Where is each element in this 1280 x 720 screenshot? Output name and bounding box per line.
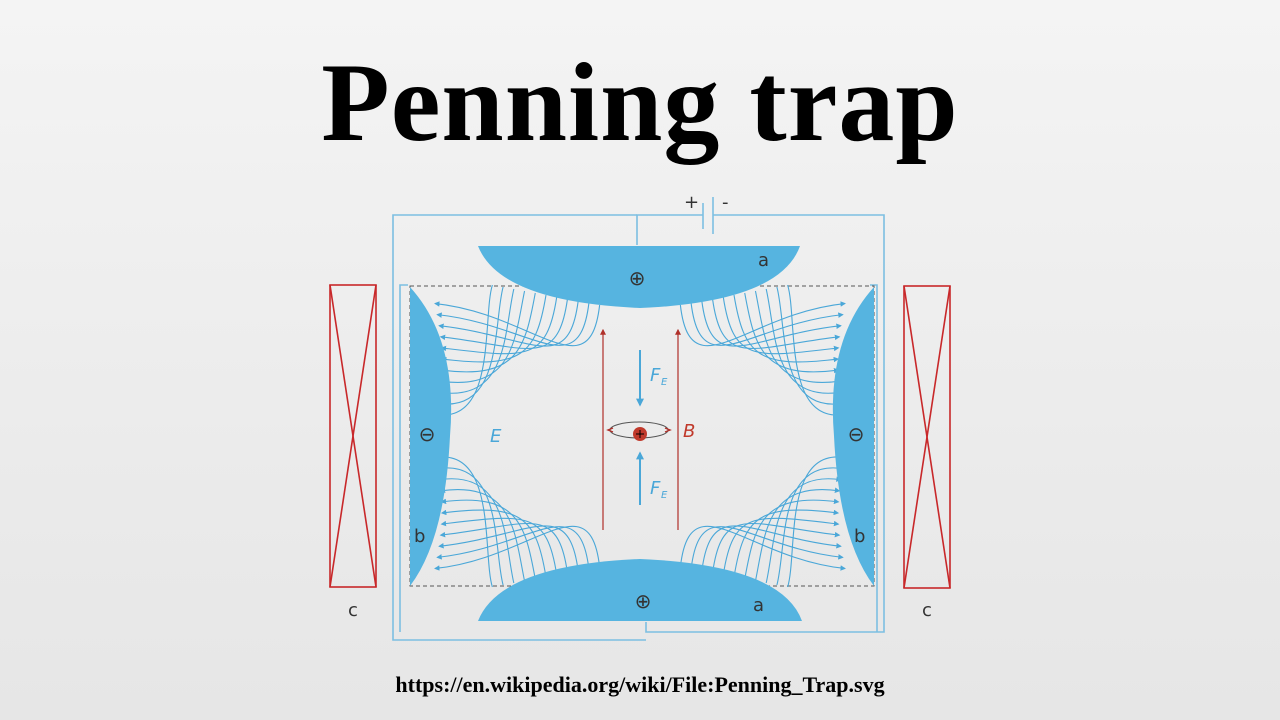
endcap-bottom-charge-symbol: ⊕ [635, 589, 652, 613]
field-line [440, 498, 536, 580]
field-line [436, 302, 590, 346]
endcap-bottom-label: a [753, 595, 764, 616]
field-line [440, 509, 547, 578]
endcap-top-label: a [758, 250, 769, 271]
field-line [754, 290, 841, 385]
ring-right-charge-symbol: ⊖ [848, 422, 865, 446]
source-url: https://en.wikipedia.org/wiki/File:Penni… [395, 672, 885, 697]
electric-field-lines [434, 284, 846, 588]
endcap-electrode-bottom [478, 559, 802, 621]
page-title: Penning trap [321, 41, 959, 165]
electric-field-label: E [490, 426, 502, 447]
endcap-electrode-top [478, 246, 800, 308]
field-line [776, 286, 844, 407]
field-line [434, 284, 493, 418]
field-line [701, 300, 842, 347]
field-line [436, 526, 590, 570]
field-line [439, 290, 526, 385]
ring-electrode-left [410, 287, 452, 586]
field-line [701, 525, 842, 572]
field-line [754, 487, 841, 582]
ring-right-label: b [854, 526, 865, 547]
field-line [438, 288, 515, 396]
field-line [440, 296, 558, 355]
force-label-bottom: F E [650, 478, 668, 501]
field-line [440, 517, 558, 576]
field-line [438, 300, 579, 347]
ring-left-charge-symbol: ⊖ [419, 422, 436, 446]
ring-electrode-right [832, 287, 874, 586]
coil-right-label: c [922, 600, 932, 621]
field-line [439, 487, 526, 582]
svg-text:E: E [661, 490, 668, 501]
field-line [744, 498, 840, 580]
field-line [776, 465, 844, 586]
battery-icon: + - [684, 192, 729, 234]
field-line [436, 286, 504, 407]
field-line [436, 465, 504, 586]
svg-text:F: F [650, 478, 661, 499]
circuit-wires [392, 214, 885, 641]
field-line [690, 302, 844, 346]
field-line [440, 292, 536, 374]
field-line [765, 288, 842, 396]
field-line [787, 284, 846, 418]
field-line [733, 509, 840, 578]
field-line [787, 454, 846, 588]
field-line [690, 526, 844, 570]
field-line [438, 476, 515, 584]
svg-text:E: E [661, 377, 668, 388]
field-line [434, 454, 493, 588]
coil-left-label: c [348, 600, 358, 621]
field-line [765, 476, 842, 584]
field-line [434, 301, 601, 347]
force-label-top: F E [650, 365, 668, 388]
field-line [744, 292, 840, 374]
battery-plus-label: + [684, 192, 699, 213]
field-line [438, 525, 579, 572]
field-line [434, 525, 601, 571]
field-line [722, 296, 840, 355]
ring-left-label: b [414, 526, 425, 547]
field-line [722, 517, 840, 576]
trapped-particle [606, 421, 672, 441]
field-line [679, 525, 846, 571]
field-line [733, 294, 840, 363]
field-line [679, 301, 846, 347]
field-line [440, 294, 547, 363]
battery-minus-label: - [722, 192, 729, 213]
coil-left [329, 284, 377, 588]
svg-text:F: F [650, 365, 661, 386]
endcap-top-charge-symbol: ⊕ [629, 266, 646, 290]
magnetic-field-label: B [683, 421, 695, 442]
coil-right [903, 285, 951, 589]
